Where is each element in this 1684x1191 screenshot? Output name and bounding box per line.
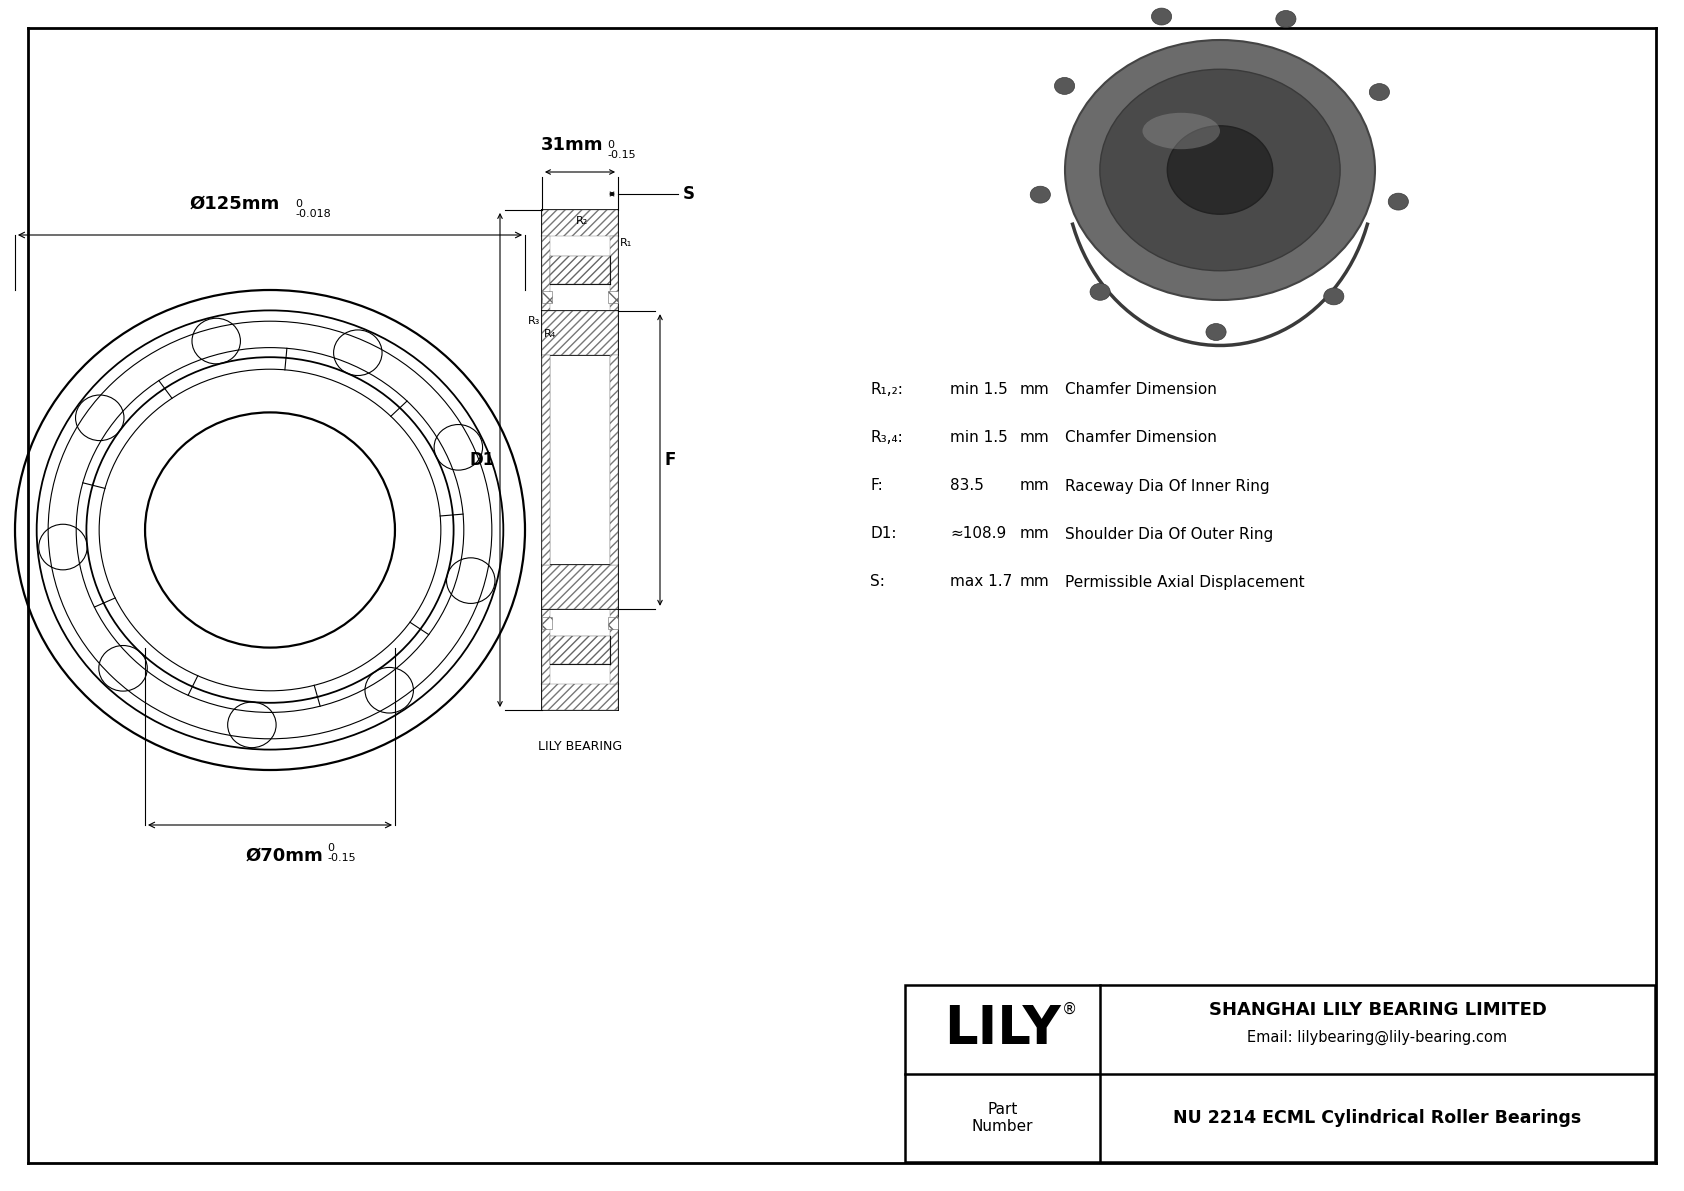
Text: S:: S: bbox=[871, 574, 884, 590]
Ellipse shape bbox=[1388, 193, 1408, 210]
Bar bbox=[542, 684, 618, 710]
Bar bbox=[542, 565, 618, 609]
Text: R₃: R₃ bbox=[527, 317, 541, 326]
Ellipse shape bbox=[1064, 40, 1376, 300]
Ellipse shape bbox=[1206, 324, 1226, 341]
Ellipse shape bbox=[1054, 77, 1074, 94]
Text: 0: 0 bbox=[295, 199, 301, 208]
Text: R₂: R₂ bbox=[576, 216, 588, 226]
Text: D1: D1 bbox=[470, 451, 495, 469]
Text: R₁: R₁ bbox=[620, 238, 632, 248]
Text: 0: 0 bbox=[606, 141, 615, 150]
Text: Chamfer Dimension: Chamfer Dimension bbox=[1064, 430, 1218, 445]
Text: max 1.7: max 1.7 bbox=[950, 574, 1012, 590]
Text: mm: mm bbox=[1021, 574, 1049, 590]
Text: Shoulder Dia Of Outer Ring: Shoulder Dia Of Outer Ring bbox=[1064, 526, 1273, 542]
Text: mm: mm bbox=[1021, 430, 1049, 445]
Bar bbox=[542, 311, 618, 355]
Text: Raceway Dia Of Inner Ring: Raceway Dia Of Inner Ring bbox=[1064, 479, 1270, 493]
Text: min 1.5: min 1.5 bbox=[950, 430, 1007, 445]
Bar bbox=[542, 355, 551, 565]
Ellipse shape bbox=[1369, 83, 1389, 100]
Text: F:: F: bbox=[871, 479, 882, 493]
Text: D1:: D1: bbox=[871, 526, 896, 542]
Bar bbox=[542, 617, 552, 629]
Ellipse shape bbox=[1100, 69, 1340, 270]
Bar bbox=[608, 617, 618, 629]
Ellipse shape bbox=[1031, 186, 1051, 204]
Ellipse shape bbox=[1142, 113, 1219, 149]
Text: -0.15: -0.15 bbox=[606, 150, 635, 160]
Ellipse shape bbox=[1090, 283, 1110, 300]
Text: 83.5: 83.5 bbox=[950, 479, 983, 493]
Text: F: F bbox=[665, 451, 677, 469]
Text: R₃,₄:: R₃,₄: bbox=[871, 430, 903, 445]
Ellipse shape bbox=[1324, 288, 1344, 305]
Bar bbox=[542, 236, 551, 684]
Text: 31mm: 31mm bbox=[541, 136, 603, 154]
Text: R₁,₂:: R₁,₂: bbox=[871, 382, 903, 398]
Bar bbox=[904, 985, 1655, 1162]
Ellipse shape bbox=[1276, 11, 1297, 27]
Text: Chamfer Dimension: Chamfer Dimension bbox=[1064, 382, 1218, 398]
Text: Email: lilybearing@lily-bearing.com: Email: lilybearing@lily-bearing.com bbox=[1248, 1029, 1507, 1045]
Text: mm: mm bbox=[1021, 382, 1049, 398]
Text: mm: mm bbox=[1021, 526, 1049, 542]
Text: -0.018: -0.018 bbox=[295, 208, 330, 219]
Bar bbox=[551, 636, 610, 665]
Text: SHANGHAI LILY BEARING LIMITED: SHANGHAI LILY BEARING LIMITED bbox=[1209, 1000, 1546, 1019]
Bar bbox=[542, 210, 618, 236]
Text: min 1.5: min 1.5 bbox=[950, 382, 1007, 398]
Bar bbox=[542, 292, 552, 304]
Text: ®: ® bbox=[1063, 1002, 1078, 1017]
Text: S: S bbox=[684, 185, 695, 202]
Bar bbox=[608, 292, 618, 304]
Text: LILY: LILY bbox=[945, 1003, 1061, 1055]
Ellipse shape bbox=[1152, 8, 1172, 25]
Text: Part
Number: Part Number bbox=[972, 1102, 1034, 1134]
Text: NU 2214 ECML Cylindrical Roller Bearings: NU 2214 ECML Cylindrical Roller Bearings bbox=[1174, 1109, 1581, 1127]
Text: -0.15: -0.15 bbox=[327, 853, 355, 863]
Text: Permissible Axial Displacement: Permissible Axial Displacement bbox=[1064, 574, 1305, 590]
Text: ≈108.9: ≈108.9 bbox=[950, 526, 1007, 542]
Bar bbox=[610, 355, 618, 565]
Text: 0: 0 bbox=[327, 843, 333, 853]
Ellipse shape bbox=[1167, 126, 1273, 214]
Text: mm: mm bbox=[1021, 479, 1049, 493]
Text: R₄: R₄ bbox=[544, 329, 556, 339]
Bar bbox=[551, 256, 610, 283]
Bar bbox=[610, 236, 618, 684]
Text: LILY BEARING: LILY BEARING bbox=[537, 740, 621, 753]
Text: Ø125mm: Ø125mm bbox=[190, 195, 280, 213]
Text: Ø70mm: Ø70mm bbox=[246, 847, 323, 865]
